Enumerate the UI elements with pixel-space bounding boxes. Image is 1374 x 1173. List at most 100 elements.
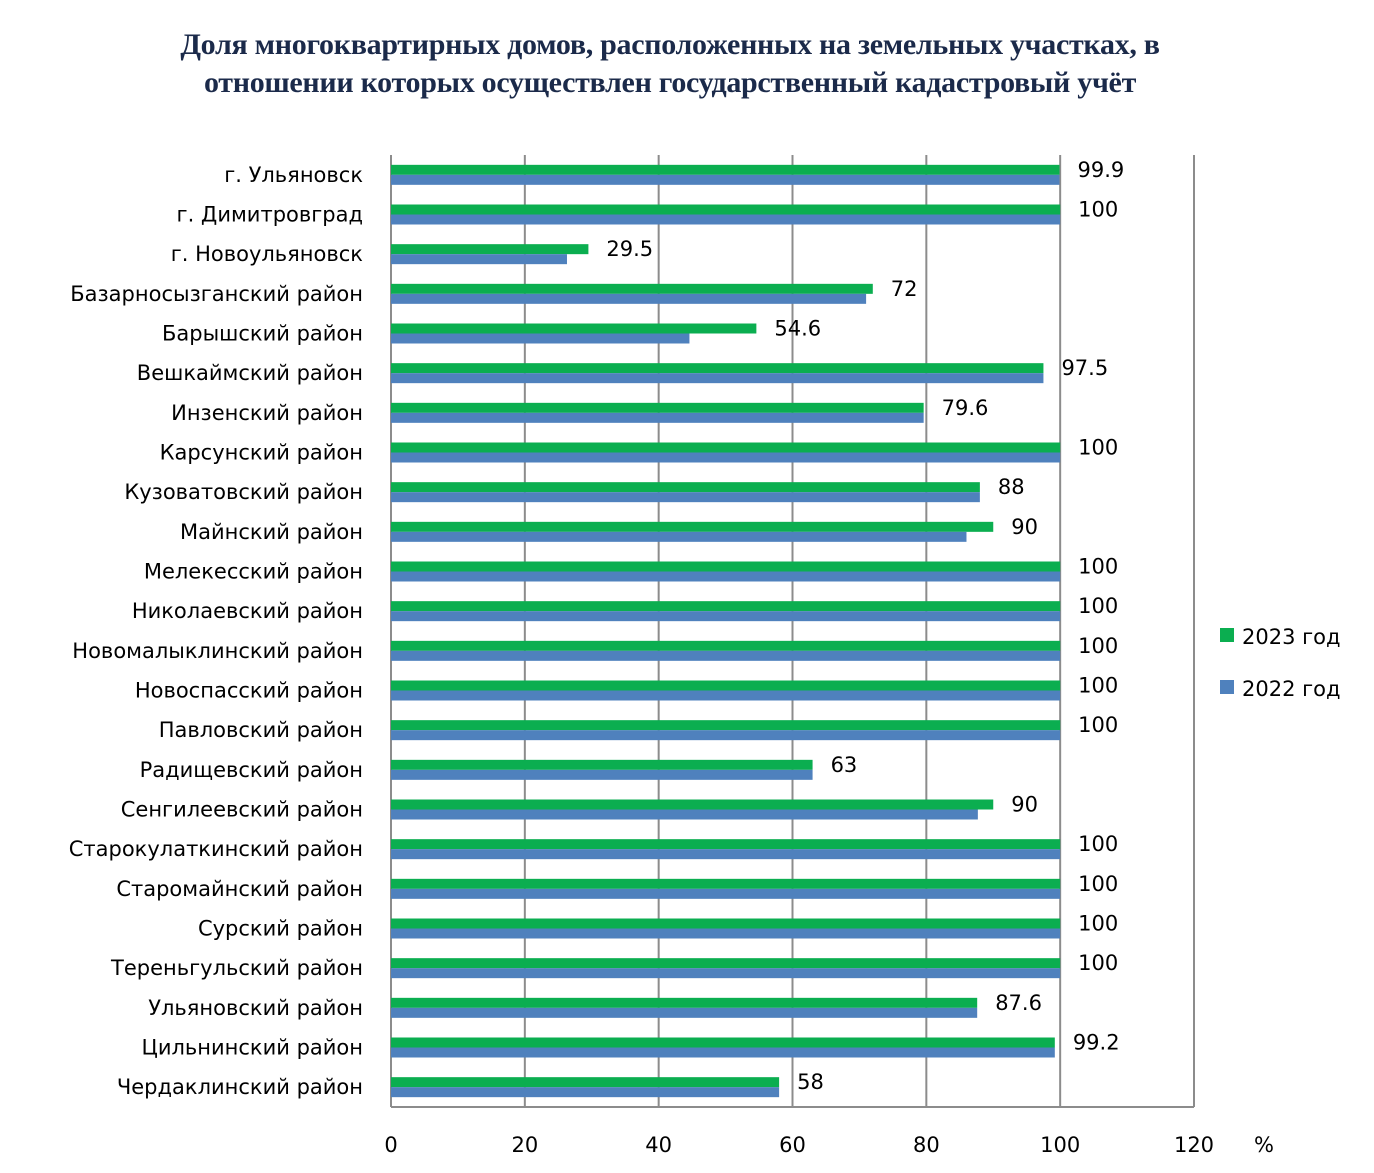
x-tick-label: 0	[384, 1133, 397, 1157]
bar-2022	[391, 333, 690, 344]
category-label: Тереньгульский район	[110, 956, 363, 980]
bar-2023	[391, 958, 1061, 969]
category-label: г. Димитровград	[177, 203, 363, 227]
bar-2022	[391, 928, 1061, 939]
bar-2023	[391, 1037, 1055, 1048]
data-labels: 99.9 100 29.5 72 54.6 97.5 79.6 100 88 90 100 100 10…	[606, 158, 1124, 1094]
category-label: Инзенский район	[171, 401, 363, 425]
data-label: 100	[1078, 832, 1118, 856]
bar-2023	[391, 759, 813, 770]
bar-2022	[391, 174, 1060, 185]
bar-2022	[391, 809, 978, 820]
bar-2022	[391, 1087, 780, 1098]
bar-2023	[391, 997, 978, 1008]
bar-2023	[391, 363, 1044, 374]
legend-swatch	[1220, 680, 1234, 694]
x-tick-label: 120	[1174, 1133, 1214, 1157]
bar-2022	[391, 690, 1061, 701]
x-tick-label: 100	[1040, 1133, 1080, 1157]
bar-2022	[391, 888, 1061, 899]
data-label: 72	[891, 277, 918, 301]
bar-2022	[391, 1007, 978, 1018]
legend-label: 2022 год	[1242, 677, 1341, 701]
data-label: 100	[1078, 951, 1118, 975]
category-label: Кузоватовский район	[124, 480, 363, 504]
bar-2022	[391, 254, 567, 265]
bar-2022	[391, 452, 1061, 463]
bar-2022	[391, 412, 924, 423]
category-label: Базарносызганский район	[70, 282, 363, 306]
bar-2022	[391, 611, 1061, 622]
data-label: 100	[1078, 436, 1118, 460]
data-label: 100	[1078, 674, 1118, 698]
data-label: 58	[797, 1070, 824, 1094]
bar-2023	[391, 799, 994, 810]
bar-2022	[391, 769, 813, 780]
bar-2023	[391, 283, 873, 294]
x-tick-label: 60	[779, 1133, 806, 1157]
data-label: 63	[831, 753, 858, 777]
category-label: Старокулаткинский район	[69, 837, 363, 861]
bar-2022	[391, 968, 1061, 979]
bar-2022	[391, 571, 1061, 582]
gridlines	[390, 155, 1195, 1107]
data-label: 29.5	[606, 237, 653, 261]
data-label: 100	[1078, 634, 1118, 658]
data-label: 88	[998, 475, 1025, 499]
bar-2022	[391, 492, 980, 503]
bar-2022	[391, 650, 1061, 661]
category-label: Павловский район	[159, 718, 363, 742]
bar-2023	[391, 164, 1060, 175]
data-label: 90	[1011, 793, 1038, 817]
category-label: Майнский район	[180, 520, 363, 544]
bar-2022	[391, 373, 1044, 384]
x-axis-unit-label: %	[1254, 1133, 1274, 1157]
bar-2022	[391, 531, 967, 542]
x-tick-label: 20	[511, 1133, 538, 1157]
data-label: 100	[1078, 198, 1118, 222]
bar-2023	[391, 640, 1061, 651]
data-label: 100	[1078, 713, 1118, 737]
category-label: Новомалыклинский район	[72, 639, 363, 663]
category-labels: г. Ульяновск г. Димитровград г. Новоульяно…	[69, 163, 363, 1099]
data-label: 79.6	[942, 396, 989, 420]
data-label: 54.6	[774, 317, 821, 341]
category-label: Сурский район	[198, 917, 363, 941]
category-label: Барышский район	[162, 322, 363, 346]
bar-2023	[391, 521, 994, 532]
bar-2023	[391, 561, 1061, 572]
data-label: 97.5	[1061, 356, 1108, 380]
bar-2023	[391, 601, 1061, 612]
bar-2023	[391, 839, 1061, 850]
bar-2023	[391, 918, 1061, 929]
data-label: 99.2	[1073, 1031, 1120, 1055]
category-label: Чердаклинский район	[117, 1075, 363, 1099]
tick-labels: 0 20 40 60 80 100 120	[384, 1133, 1214, 1157]
bar-2022	[391, 1047, 1055, 1058]
category-label: Карсунский район	[160, 441, 363, 465]
bar-2023	[391, 878, 1061, 889]
bar-2023	[391, 482, 980, 493]
bar-2022	[391, 849, 1061, 860]
bar-2023	[391, 244, 589, 255]
category-label: Мелекесский район	[144, 560, 363, 584]
bar-2023	[391, 680, 1061, 691]
data-label: 100	[1078, 555, 1118, 579]
data-label: 90	[1011, 515, 1038, 539]
category-label: Николаевский район	[132, 599, 363, 623]
bar-2023	[391, 204, 1061, 215]
category-label: г. Ульяновск	[224, 163, 363, 187]
bar-2022	[391, 293, 867, 304]
legend-label: 2023 год	[1242, 625, 1341, 649]
legend-swatch	[1220, 628, 1234, 642]
data-label: 100	[1078, 912, 1118, 936]
bars	[391, 164, 1061, 1098]
chart-title: Доля многоквартирных домов, расположенны…	[180, 28, 1160, 99]
bar-2023	[391, 402, 924, 413]
data-label: 87.6	[995, 991, 1042, 1015]
data-label: 100	[1078, 872, 1118, 896]
category-label: г. Новоульяновск	[171, 242, 363, 266]
category-label: Цильнинский район	[142, 1036, 363, 1060]
bar-2022	[391, 214, 1061, 225]
